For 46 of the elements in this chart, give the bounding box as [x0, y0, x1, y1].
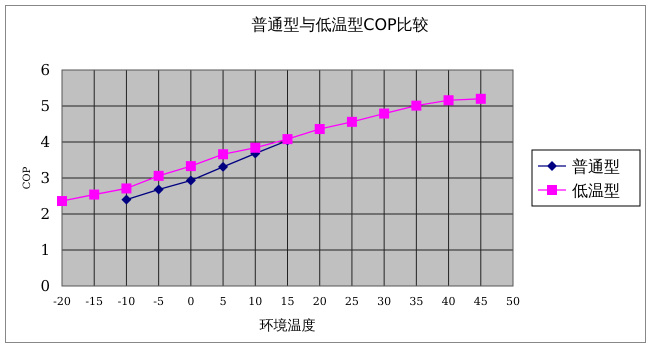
point — [218, 149, 228, 160]
chart-title: 普通型与低温型COP比较 — [251, 15, 429, 34]
x-tick-label: -15 — [85, 295, 104, 308]
y-tick-label: 1 — [40, 241, 50, 259]
point — [444, 95, 454, 106]
y-tick-label: 5 — [40, 97, 50, 115]
point — [411, 100, 422, 111]
x-tick-label: 0 — [187, 295, 194, 308]
legend-label: 低温型 — [572, 181, 620, 200]
y-tick-label: 0 — [40, 277, 50, 295]
x-tick-label: -20 — [53, 295, 71, 308]
point — [89, 190, 100, 200]
x-tick-label: 10 — [248, 295, 262, 308]
x-tick-label: 45 — [474, 295, 488, 308]
legend-item: 低温型 — [538, 181, 620, 200]
y-tick-label: 6 — [40, 61, 50, 79]
y-tick-label: 2 — [40, 205, 50, 223]
point — [186, 176, 196, 186]
point — [121, 183, 132, 194]
point — [154, 170, 164, 181]
y-tick-label: 3 — [40, 169, 50, 187]
point — [186, 161, 196, 172]
point — [154, 184, 164, 195]
x-tick-label: 30 — [377, 295, 392, 308]
point — [476, 94, 486, 104]
point — [250, 142, 260, 153]
x-tick-label: 50 — [506, 295, 520, 308]
legend-label: 普通型 — [572, 157, 620, 176]
x-tick-label: 20 — [312, 295, 327, 308]
x-tick-label: 5 — [220, 295, 227, 308]
legend-item: 普通型 — [538, 157, 620, 176]
point — [346, 116, 357, 127]
y-axis-title: COP — [22, 166, 33, 190]
y-tick-label: 4 — [40, 133, 50, 151]
point — [218, 162, 228, 172]
point — [314, 124, 325, 134]
x-tick-label: 25 — [344, 295, 359, 308]
x-tick-label: -5 — [153, 295, 164, 308]
x-tick-label: 35 — [409, 295, 424, 308]
point — [57, 196, 67, 206]
x-tick-label: 40 — [442, 295, 456, 308]
x-axis-title: 环境温度 — [260, 318, 316, 334]
x-tick-label: 15 — [280, 295, 294, 308]
x-tick-label: -10 — [118, 295, 136, 308]
point — [121, 194, 132, 205]
point — [379, 108, 390, 119]
